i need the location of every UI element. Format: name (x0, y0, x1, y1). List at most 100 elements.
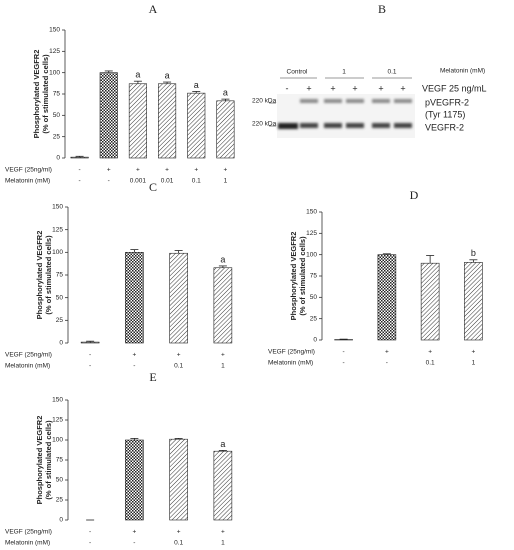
row-value: 1 (224, 178, 228, 185)
row-value: - (89, 529, 91, 536)
row-value: - (343, 349, 345, 356)
bar (128, 83, 147, 159)
row-value: + (224, 167, 228, 174)
y-tick-label: 100 (49, 69, 60, 76)
bar (213, 267, 233, 344)
y-axis-label: Phosphorylated VEGFR2 (32, 50, 41, 139)
significance-letter: a (194, 80, 199, 90)
y-tick-label: 25 (53, 133, 61, 140)
y-tick-label: 50 (310, 294, 318, 301)
bar (464, 262, 483, 341)
row-value: + (132, 352, 136, 359)
bar (99, 72, 118, 159)
panel-title: B (378, 2, 386, 16)
y-axis-label: (% of stimulated cells) (41, 54, 50, 134)
panel-title: D (410, 188, 419, 202)
y-tick-label: 125 (306, 230, 317, 237)
blot-panel: B Control 1 0.1 Melatonin (mM) - + + + +… (252, 2, 487, 138)
y-tick-label: 75 (56, 457, 64, 464)
significance-letter: a (165, 70, 170, 80)
vegf-sign: + (352, 83, 357, 93)
bar (169, 252, 188, 344)
row-value: 1 (221, 540, 225, 547)
row-value: + (194, 167, 198, 174)
y-tick-label: 25 (56, 317, 64, 324)
bar (187, 92, 206, 159)
band-label: (Tyr 1175) (425, 109, 465, 119)
y-axis-label: Phosphorylated VEGFR2 (35, 231, 44, 320)
row-value: + (471, 349, 475, 356)
row-value: - (133, 363, 135, 370)
row-value: 0.1 (174, 363, 183, 370)
significance-letter: a (220, 254, 225, 264)
row-label: VEGF (25ng/ml) (268, 349, 315, 356)
band-label: VEGFR-2 (425, 122, 464, 132)
vegf-sign: + (330, 83, 335, 93)
y-tick-label: 0 (59, 517, 63, 524)
y-tick-label: 75 (56, 272, 64, 279)
row-value: - (386, 360, 388, 367)
vegf-sign: + (306, 83, 311, 93)
panel-title: A (149, 2, 158, 16)
y-tick-label: 125 (49, 48, 60, 55)
y-tick-label: 0 (313, 337, 317, 344)
row-value: - (78, 167, 80, 174)
row-value: - (89, 352, 91, 359)
row-value: - (89, 540, 91, 547)
y-tick-label: 150 (49, 27, 60, 34)
row-value: - (343, 360, 345, 367)
row-value: 0.01 (161, 178, 174, 185)
row-value: + (177, 352, 181, 359)
y-tick-label: 50 (56, 294, 64, 301)
y-tick-label: 100 (52, 249, 63, 256)
row-value: + (132, 529, 136, 536)
y-tick-label: 75 (53, 91, 61, 98)
row-value: - (89, 363, 91, 370)
y-axis-label: (% of stimulated cells) (44, 235, 53, 315)
significance-letter: a (220, 439, 225, 449)
row-value: 1 (472, 360, 476, 367)
y-tick-label: 150 (52, 204, 63, 211)
significance-letter: a (135, 70, 140, 80)
y-tick-label: 25 (56, 497, 64, 504)
y-axis-label: Phosphorylated VEGFR2 (289, 232, 298, 321)
panel-title: E (149, 370, 156, 384)
group-axis-label: Melatonin (mM) (440, 68, 485, 75)
row-value: - (78, 178, 80, 185)
y-tick-label: 125 (52, 226, 63, 233)
bar (377, 254, 397, 341)
row-value: 0.1 (174, 540, 183, 547)
row-label: Melatonin (mM) (5, 540, 50, 547)
row-value: + (221, 529, 225, 536)
y-axis-label: Phosphorylated VEGFR2 (35, 416, 44, 505)
row-value: + (385, 349, 389, 356)
y-axis-label: (% of stimulated cells) (298, 236, 307, 316)
row-label: VEGF (25ng/ml) (5, 352, 52, 359)
y-axis-label: (% of stimulated cells) (44, 420, 53, 500)
row-label: Melatonin (mM) (268, 360, 313, 367)
y-tick-label: 50 (56, 477, 64, 484)
bar-chart: A Phosphorylated VEGFR2 (% of stimulated c… (5, 2, 235, 185)
bands (278, 99, 412, 129)
y-tick-label: 125 (52, 417, 63, 424)
row-value: + (136, 167, 140, 174)
vegf-sign: + (400, 83, 405, 93)
bar (125, 439, 144, 521)
group-label: 1 (342, 69, 346, 76)
row-label: VEGF (25ng/ml) (5, 167, 52, 174)
panel-title: C (149, 180, 157, 194)
marker-label: 220 kDa (252, 121, 277, 128)
bar (213, 450, 233, 521)
group-label: 0.1 (387, 69, 396, 76)
row-value: + (107, 167, 111, 174)
bar (158, 83, 177, 159)
group-label: Control (287, 69, 309, 76)
significance-letter: a (223, 87, 228, 97)
row-value: + (221, 352, 225, 359)
bar (80, 341, 100, 344)
y-tick-label: 150 (52, 397, 63, 404)
band-label: pVEGFR-2 (425, 97, 469, 107)
bar (216, 100, 235, 159)
y-tick-label: 0 (59, 340, 63, 347)
row-label: VEGF (25ng/ml) (5, 529, 52, 536)
